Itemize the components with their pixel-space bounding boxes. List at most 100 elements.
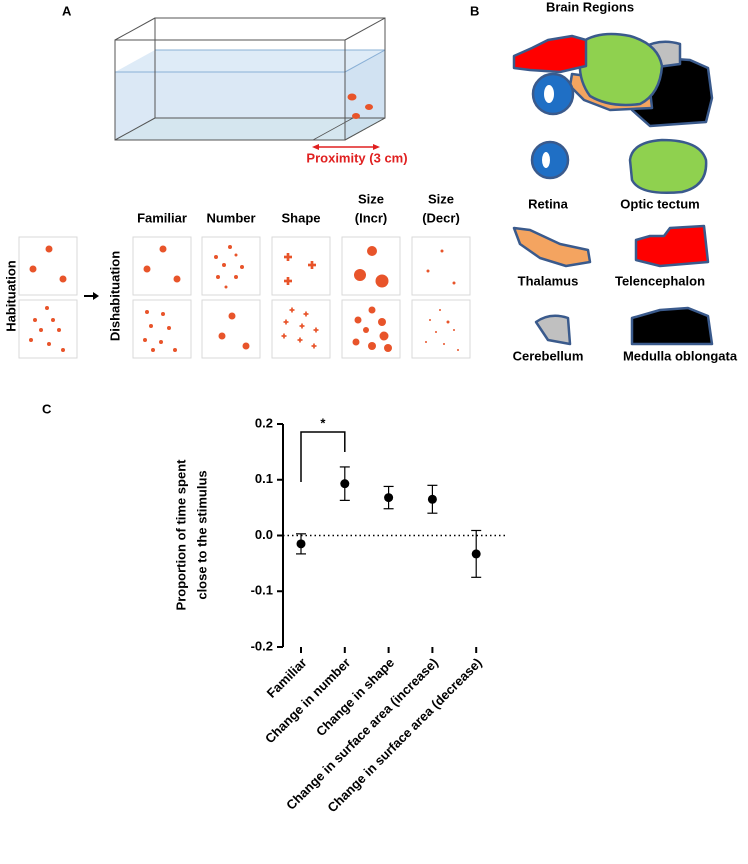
stimulus-dot bbox=[446, 320, 450, 324]
card-frame bbox=[18, 236, 78, 296]
stimulus-card bbox=[201, 236, 261, 296]
y-axis-label: Proportion of time spent bbox=[173, 459, 188, 611]
point bbox=[471, 549, 481, 559]
region-label: Optic tectum bbox=[620, 196, 699, 211]
arrow bbox=[84, 292, 99, 300]
stimulus-dot bbox=[352, 338, 360, 346]
point bbox=[384, 493, 394, 503]
proximity-label: Proximity (3 cm) bbox=[306, 150, 407, 165]
x-tick-label: Change in shape bbox=[313, 655, 397, 739]
card-frame bbox=[411, 236, 471, 296]
y-tick-label: 0.0 bbox=[255, 527, 273, 542]
stimulus-dot bbox=[435, 331, 437, 333]
point bbox=[296, 539, 306, 549]
y-tick-label: -0.2 bbox=[251, 638, 273, 653]
stimulus-dot bbox=[425, 341, 427, 343]
stimulus-dot bbox=[240, 265, 244, 269]
chart: -0.2 -0.1 0.0 0.1 0.2 Proportion of time spen… bbox=[173, 415, 505, 815]
region-label: Medulla oblongata bbox=[623, 348, 738, 363]
stimulus-dot bbox=[167, 326, 171, 330]
stimulus-dot bbox=[457, 349, 459, 351]
stimulus-dot bbox=[45, 306, 49, 310]
significance-bracket bbox=[300, 431, 346, 482]
stimulus-card bbox=[341, 299, 401, 359]
point bbox=[340, 479, 350, 489]
stimulus-dot bbox=[29, 265, 37, 273]
stimulus-dot bbox=[234, 253, 238, 257]
stimulus-card bbox=[271, 236, 331, 296]
panel-label: C bbox=[42, 401, 52, 416]
dishabituation-label: Dishabituation bbox=[107, 251, 122, 341]
y-tick-label: -0.1 bbox=[251, 583, 273, 598]
stimulus-dot bbox=[299, 337, 301, 343]
stimulus-dot bbox=[214, 255, 218, 259]
stimulus-dot bbox=[222, 263, 226, 267]
card-frame bbox=[132, 299, 192, 359]
column-header: (Incr) bbox=[355, 210, 388, 225]
stimulus-dot bbox=[57, 328, 61, 332]
stimulus-dot bbox=[159, 340, 163, 344]
stimulus-dot bbox=[354, 316, 362, 324]
stimulus-dot bbox=[234, 275, 238, 279]
stimulus-dot bbox=[173, 275, 181, 283]
tank bbox=[114, 17, 386, 150]
column-header: Shape bbox=[281, 210, 320, 225]
x-tick-label: Change in surface area (decrease) bbox=[324, 655, 484, 815]
stimulus-dot bbox=[286, 253, 290, 261]
stimulus-dot bbox=[51, 318, 55, 322]
stimulus-dot bbox=[301, 323, 303, 329]
stimulus-dot bbox=[384, 344, 392, 352]
stimulus-dot bbox=[439, 309, 441, 311]
stimulus-card bbox=[411, 299, 471, 359]
region-label: Thalamus bbox=[518, 273, 579, 288]
point bbox=[427, 494, 437, 504]
stimulus-card bbox=[341, 236, 401, 296]
stimulus-dot bbox=[45, 245, 53, 253]
stimulus-dot bbox=[453, 329, 455, 331]
column-header: Size bbox=[358, 191, 384, 206]
stimulus-dot bbox=[216, 275, 220, 279]
card-frame bbox=[201, 299, 261, 359]
y-axis-label: close to the stimulus bbox=[194, 470, 209, 599]
panel-label: A bbox=[62, 3, 72, 18]
panel-label: B bbox=[470, 3, 479, 18]
stimulus-dot bbox=[426, 269, 430, 273]
region-label: Cerebellum bbox=[513, 348, 584, 363]
stimulus-dot bbox=[367, 246, 377, 256]
stimulus-dot bbox=[440, 249, 444, 253]
stimulus-dot bbox=[39, 328, 43, 332]
habituation-label: Habituation bbox=[3, 260, 18, 332]
stimulus-dot bbox=[368, 306, 376, 314]
column-header: Number bbox=[206, 210, 255, 225]
stimulus-card bbox=[201, 299, 261, 359]
stimulus-dot bbox=[224, 285, 228, 289]
significance-label: * bbox=[320, 415, 326, 430]
brain-icons bbox=[512, 138, 714, 346]
stimulus-dot bbox=[29, 338, 33, 342]
region-label: Retina bbox=[528, 196, 569, 211]
stimulus-card bbox=[18, 236, 78, 296]
column-header: Familiar bbox=[137, 210, 187, 225]
stimulus-dot bbox=[33, 318, 37, 322]
y-tick-label: 0.2 bbox=[255, 415, 273, 430]
card-frame bbox=[271, 236, 331, 296]
stimulus-dot bbox=[61, 348, 65, 352]
stimulus-dot bbox=[375, 274, 389, 288]
stimulus-dot bbox=[285, 319, 287, 325]
stimulus-dot bbox=[363, 327, 369, 333]
stimulus-dot bbox=[143, 338, 147, 342]
stimulus-dot bbox=[286, 277, 290, 285]
stimulus-dot bbox=[143, 265, 151, 273]
stimulus-dot bbox=[59, 275, 67, 283]
stimulus-dot bbox=[443, 343, 445, 345]
stimulus-dot bbox=[173, 348, 177, 352]
stimulus-card bbox=[271, 299, 331, 359]
stimulus-dot bbox=[228, 312, 236, 320]
stimulus-dot bbox=[161, 312, 165, 316]
brain-title: Brain Regions bbox=[546, 0, 634, 14]
stimulus-dot bbox=[145, 310, 149, 314]
stimulus-dot bbox=[47, 342, 51, 346]
stimulus-dot bbox=[305, 311, 307, 317]
y-tick-label: 0.1 bbox=[255, 471, 273, 486]
